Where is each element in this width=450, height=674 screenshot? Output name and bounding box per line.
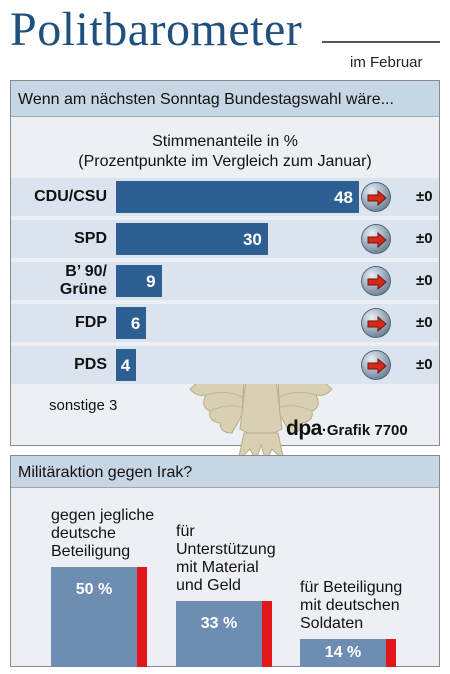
party-label: FDP	[15, 314, 107, 332]
title-divider	[322, 41, 440, 43]
irak-bar	[300, 639, 386, 667]
irak-category-label-line: mit deutschen	[300, 597, 400, 614]
irak-bar-accent	[262, 601, 272, 667]
irak-bar	[51, 567, 137, 667]
party-label-line: SPD	[74, 230, 107, 247]
poll-bar	[116, 265, 162, 297]
irak-bar-value: 14 %	[324, 644, 362, 661]
arrow-right-icon	[361, 350, 391, 380]
party-label-line: Grüne	[59, 281, 107, 298]
party-label: PDS	[15, 356, 107, 374]
irak-question: Militäraktion gegen Irak?	[18, 464, 193, 481]
irak-category-label-line: Beteiligung	[51, 543, 131, 560]
poll-change-value: ±0	[416, 272, 433, 289]
party-label: CDU/CSU	[15, 188, 107, 206]
poll-bar	[116, 307, 147, 339]
irak-category-label-line: gegen jegliche	[51, 507, 155, 524]
source-credit: dpa·Grafik 7700	[286, 417, 408, 441]
party-label-line: B’ 90/	[65, 263, 107, 280]
irak-category-label-line: mit Material	[176, 559, 259, 576]
poll-subtitle-line2: (Prozentpunkte im Vergleich zum Januar)	[78, 153, 372, 170]
source-text: ·Grafik 7700	[321, 422, 408, 439]
irak-category-label-line: Soldaten	[300, 615, 364, 632]
irak-category-label-line: deutsche	[51, 525, 116, 542]
poll-bar	[116, 181, 359, 213]
bundesadler-eagle-icon	[189, 352, 333, 463]
arrow-right-icon	[361, 224, 391, 254]
irak-bar-accent	[386, 639, 396, 667]
sonstige-row: sonstige 3	[49, 397, 117, 414]
sonstige-label: sonstige	[49, 397, 105, 414]
party-label: B’ 90/Grüne	[15, 263, 107, 299]
irak-bar-value: 33 %	[200, 615, 238, 632]
page-title: Politbarometer	[10, 3, 303, 56]
irak-category-label-line: und Geld	[176, 577, 241, 594]
poll-change-value: ±0	[416, 314, 433, 331]
party-label-line: FDP	[75, 314, 107, 331]
party-label-line: PDS	[74, 356, 107, 373]
irak-header-bar: Militäraktion gegen Irak?	[11, 456, 439, 488]
poll-bar-value: 9	[146, 272, 156, 291]
poll-change-value: ±0	[416, 188, 433, 205]
poll-bar-value: 4	[120, 356, 131, 375]
irak-bar-value: 50 %	[75, 581, 113, 598]
arrow-right-icon	[361, 308, 391, 338]
month-label: im Februar	[350, 54, 423, 71]
poll-header-bar: Wenn am nächsten Sonntag Bundestagswahl …	[11, 81, 439, 117]
poll-change-value: ±0	[416, 356, 433, 373]
poll-bar-value: 6	[130, 314, 141, 333]
irak-category-label-line: für	[176, 523, 195, 540]
irak-category-label-line: für Beteiligung	[300, 579, 403, 596]
arrow-right-icon	[361, 182, 391, 212]
dpa-logo: dpa	[286, 417, 322, 440]
poll-change-value: ±0	[416, 230, 433, 247]
poll-bar	[116, 349, 137, 381]
sonstige-value: 3	[109, 397, 118, 414]
arrow-right-icon	[361, 266, 391, 296]
irak-category-label: gegen jegliche deutsche Beteiligung	[51, 507, 154, 561]
poll-bar-value: 48	[334, 188, 353, 207]
party-label: SPD	[15, 230, 107, 248]
irak-category-label-line: Unterstützung	[176, 541, 276, 558]
irak-category-label: für Unterstützung mit Material und Geld	[176, 523, 276, 595]
irak-bar-accent	[137, 567, 147, 667]
poll-question: Wenn am nächsten Sonntag Bundestagswahl …	[18, 91, 394, 108]
irak-panel: Militäraktion gegen Irak? gegen jegliche…	[10, 455, 440, 667]
irak-category-label: für Beteiligung mit deutschen Soldaten	[300, 579, 402, 633]
poll-subtitle-line1: Stimmenanteile in %	[152, 133, 298, 150]
poll-panel: Wenn am nächsten Sonntag Bundestagswahl …	[10, 80, 440, 463]
poll-bar-value: 30	[242, 230, 262, 249]
poll-bar	[116, 223, 268, 255]
party-label-line: CDU/CSU	[34, 188, 107, 205]
irak-bar	[176, 601, 262, 667]
